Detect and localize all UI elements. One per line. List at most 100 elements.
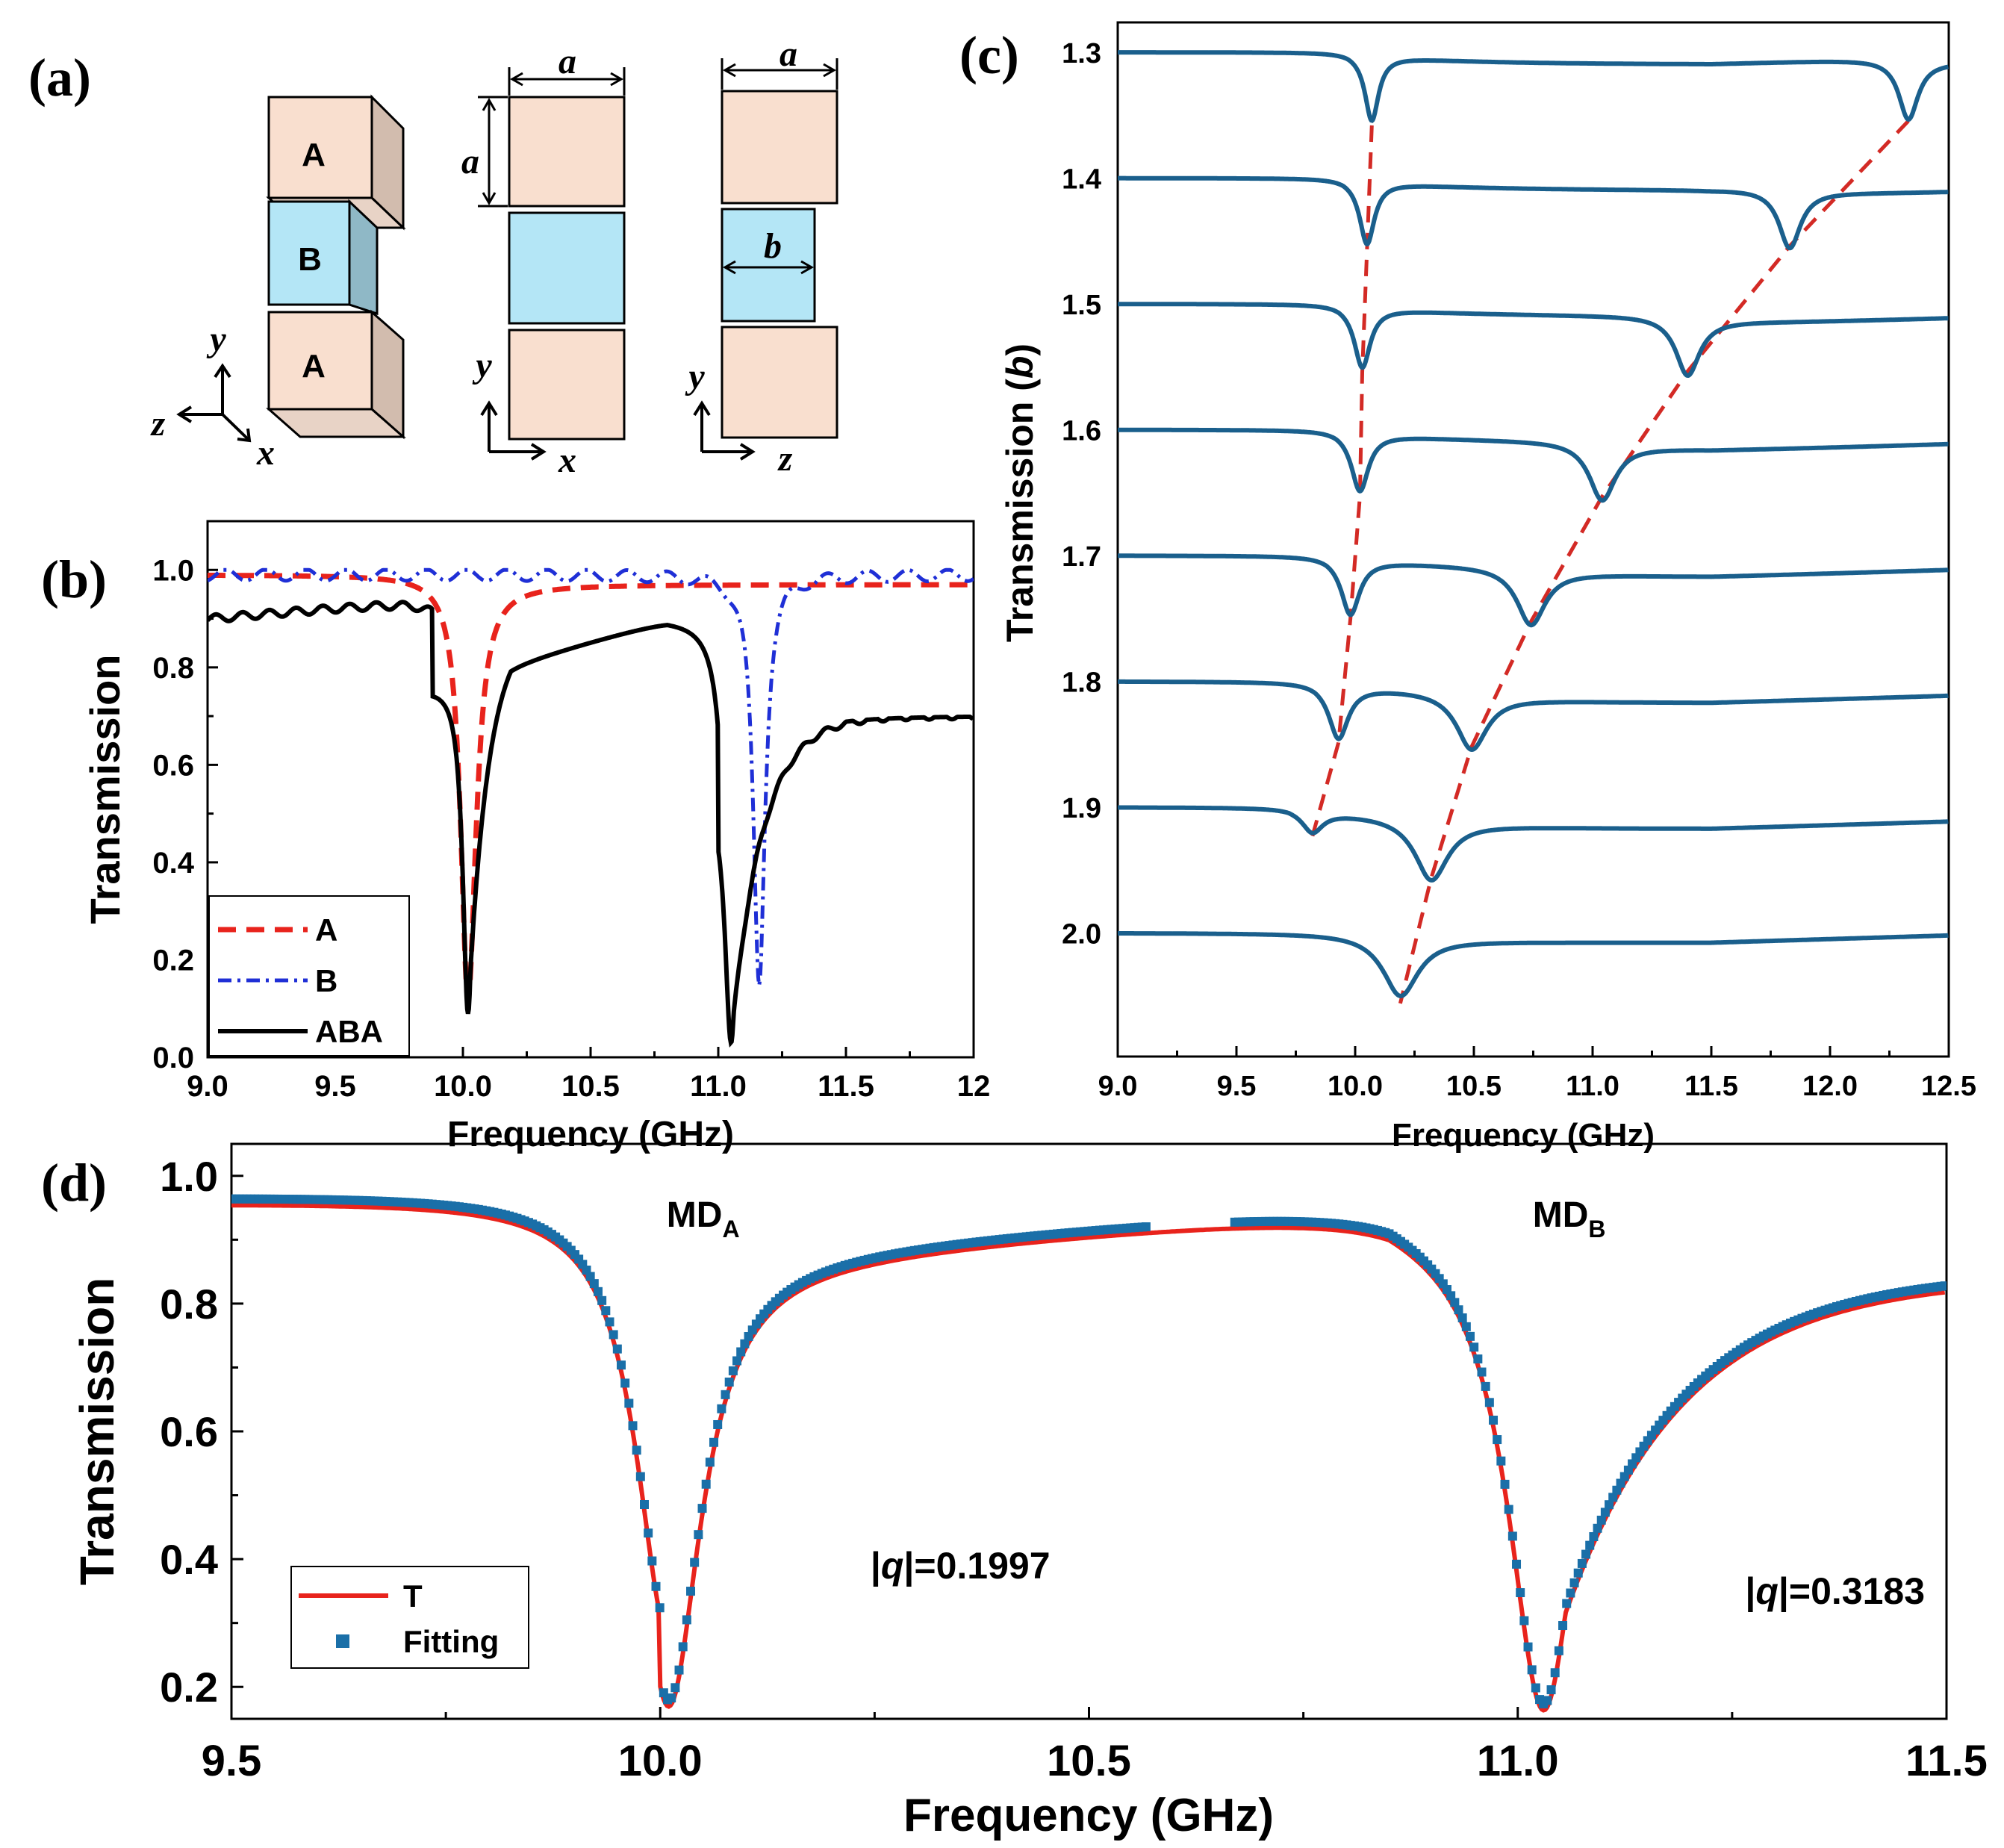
panel-d-label: (d) — [41, 1153, 107, 1213]
dimension-a-height — [478, 96, 508, 208]
dimension-b-width — [722, 260, 815, 275]
panel-d-fitting-point — [620, 1378, 630, 1388]
panel-b-y-tick-label: 1.0 — [152, 554, 194, 587]
panel-d-fitting-point — [1596, 1515, 1606, 1525]
panel-d-x-tick-label: 11.5 — [1905, 1737, 1988, 1785]
axes-xy-y-label: y — [472, 346, 492, 385]
panel-c-y-tick-label: 1.4 — [1062, 164, 1101, 196]
panel-d-fitting-point — [1589, 1532, 1599, 1542]
panel-d-annotation-q-post: |=0.1997 — [903, 1545, 1050, 1587]
panel-d-fitting-point — [1484, 1398, 1494, 1407]
panel-d-fitting-point — [1523, 1642, 1533, 1652]
panel-d-fitting-point — [647, 1556, 657, 1566]
axis-3d-y-label: y — [206, 320, 226, 359]
dimension-a-width — [508, 67, 626, 96]
panel-d-fitting-point — [682, 1615, 691, 1625]
panel-d-fitting-point — [644, 1528, 653, 1538]
panel-d-fitting-point — [1461, 1322, 1471, 1331]
panel-d-fitting-point — [1473, 1354, 1483, 1364]
panel-c-x-tick-label: 9.5 — [1217, 1071, 1257, 1102]
panel-c-y-tick-label: 1.6 — [1062, 416, 1101, 447]
panel-d-fitting-point — [721, 1390, 730, 1399]
panel-d-x-tick-label: 9.5 — [202, 1737, 262, 1785]
panel-d-fitting-point — [1496, 1456, 1506, 1466]
panel-d-fitting-point — [1577, 1558, 1587, 1568]
panel-d-fitting-point — [717, 1404, 726, 1413]
dimension-a-height-label: a — [461, 142, 479, 181]
block-a-bottom-letter: A — [302, 348, 326, 385]
panel-b-y-axis-title: Transmission — [81, 654, 128, 924]
dimension-a-width-zy — [721, 58, 838, 90]
panel-d-fitting-point — [1489, 1415, 1499, 1425]
panel-d-fitting-point — [1446, 1291, 1456, 1301]
panel-c-guides — [1310, 119, 1910, 1004]
panel-d-fitting-point — [655, 1603, 665, 1613]
block-b-front — [267, 200, 351, 306]
panel-d-fitting-point — [1454, 1305, 1463, 1315]
xy-cross-section: a a y x — [461, 42, 626, 480]
panel-d-fitting-point — [609, 1330, 618, 1340]
panel-d-fitting-point — [686, 1587, 696, 1596]
panel-d-fitting-point — [1481, 1381, 1490, 1391]
panel-b-x-tick-label: 9.5 — [314, 1070, 356, 1103]
panel-c-ticks: 9.0 9.5 10.0 10.5 11.0 11.5 12.0 12.5 1.3 1.4 1.5 1… — [1062, 38, 1976, 1102]
panel-d-fitting-point — [1504, 1505, 1513, 1514]
panel-d-fitting-point — [1457, 1313, 1467, 1323]
panel-d-fitting-point — [1469, 1343, 1479, 1352]
panel-d-annotation-q-pre: | — [871, 1545, 881, 1587]
axes-xy-x-label: x — [558, 441, 576, 480]
axis-3d-x-label: x — [256, 433, 275, 473]
panel-d-fitting-point — [1600, 1508, 1610, 1517]
panel-b-legend-label-aba: ABA — [315, 1014, 383, 1049]
block-a-bottom-front — [267, 311, 373, 411]
axis-3d-z-label: z — [150, 404, 166, 444]
panel-d-fitting-point — [1546, 1685, 1556, 1695]
panel-d-fitting-point — [1466, 1331, 1475, 1341]
panel-d-fitting-point — [597, 1295, 607, 1305]
panel-d-fitting-point — [1608, 1493, 1618, 1502]
panel-d-fitting-point — [697, 1504, 707, 1513]
panel-d-annotation-q-2: |q|=0.1997 — [871, 1545, 1051, 1587]
panel-d-fitting-point — [593, 1287, 603, 1296]
panel-b-y-tick-label: 0.2 — [152, 944, 194, 977]
panel-c-x-tick-label: 10.0 — [1328, 1071, 1383, 1102]
panel-c-y-tick-label: 1.3 — [1062, 38, 1101, 69]
panel-d-fitting-point — [651, 1581, 661, 1591]
zy-rect-b — [721, 208, 816, 323]
panel-d-annotations: MDA MDB|q|=0.1997|q|=0.3183 — [667, 1195, 1925, 1613]
zy-cross-section: a b y z — [685, 34, 838, 479]
panel-d-fitting-point — [1566, 1588, 1575, 1598]
panel-d-series-fitting — [231, 1194, 1947, 1708]
panel-d-y-tick-label: 0.2 — [160, 1664, 218, 1711]
panel-d-annotation-md-sub: A — [722, 1216, 739, 1242]
panel-d-fitting-point — [705, 1457, 715, 1467]
panel-d-fitting-point — [674, 1665, 684, 1675]
panel-b: (b) 9.0 9.5 10.0 10.5 11.0 11.5 12 0.0 0.2 0.4 0.6… — [41, 520, 991, 1154]
panel-b-y-tick-label: 0.6 — [152, 749, 194, 782]
panel-d-y-tick-label: 0.4 — [160, 1536, 218, 1583]
panel-c-guide-dip2 — [1398, 119, 1910, 1004]
panel-d-annotation-q-var: q — [1755, 1570, 1779, 1612]
panel-c-x-tick-label: 11.5 — [1684, 1071, 1738, 1102]
xy-square-a-top — [508, 96, 626, 208]
panel-d-fitting-point — [740, 1339, 750, 1348]
panel-b-x-axis-title: Frequency (GHz) — [447, 1115, 734, 1154]
panel-b-x-tick-label: 11.5 — [818, 1070, 874, 1103]
xy-square-a-bottom — [508, 329, 626, 441]
panel-b-ticks: 9.0 9.5 10.0 10.5 11.0 11.5 12 0.0 0.2 0.4 0.6 0.8 1… — [152, 520, 991, 1103]
panel-c-x-tick-label: 12.5 — [1921, 1071, 1976, 1102]
panel-d-fitting-point — [1477, 1367, 1487, 1377]
panel-d-fitting-point — [1141, 1222, 1151, 1232]
panel-d-fitting-point — [624, 1399, 634, 1408]
panel-d-fitting-point — [1527, 1665, 1537, 1675]
panel-c-series — [1118, 50, 1949, 998]
panel-d-fitting-point — [1507, 1531, 1517, 1541]
panel-d-fitting-point — [667, 1693, 676, 1703]
panel-b-x-tick-label: 12 — [957, 1070, 991, 1103]
zy-square-a-bottom — [721, 326, 838, 439]
stacked-blocks-3d: A B A — [266, 94, 406, 440]
dimension-a-width-label: a — [558, 42, 576, 81]
panel-d-x-axis-title: Frequency (GHz) — [903, 1790, 1274, 1841]
